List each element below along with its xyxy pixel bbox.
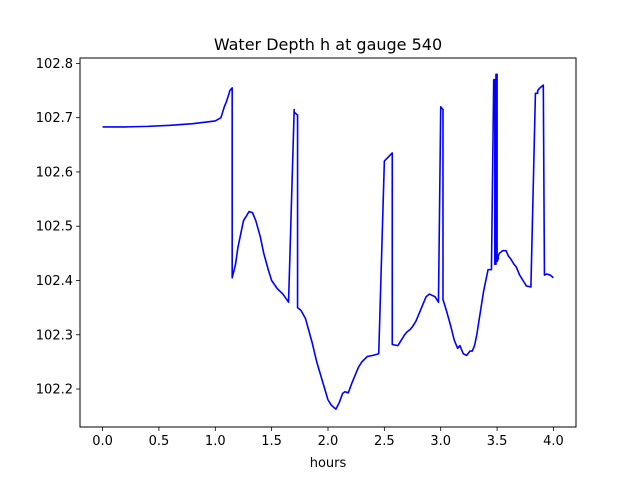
x-axis-label: hours (310, 456, 347, 471)
series-layer (102, 73, 554, 410)
x-tick-label: 2.5 (374, 434, 395, 449)
axes-frame (79, 57, 577, 428)
y-tick-label: 102.7 (36, 111, 73, 126)
x-tick-label: 2.0 (318, 434, 339, 449)
plot-area (79, 57, 577, 428)
y-tick-label: 102.4 (36, 274, 73, 289)
y-tick-label: 102.5 (36, 220, 73, 235)
chart-title: Water Depth h at gauge 540 (214, 35, 442, 54)
x-tick-label: 0.0 (92, 434, 113, 449)
x-tick-label: 1.5 (261, 434, 282, 449)
y-tick-label: 102.8 (36, 57, 73, 72)
y-tick-label: 102.3 (36, 328, 73, 343)
x-tick-label: 1.0 (205, 434, 226, 449)
x-tick-label: 0.5 (149, 434, 170, 449)
x-axis: 0.0 0.5 1.0 1.5 2.0 2.5 3.0 3.5 4.0 (92, 427, 564, 449)
series-line (102, 73, 554, 410)
y-tick-label: 102.2 (36, 383, 73, 398)
x-tick-label: 3.5 (487, 434, 508, 449)
x-tick-label: 3.0 (430, 434, 451, 449)
x-tick-label: 4.0 (543, 434, 564, 449)
y-tick-label: 102.6 (36, 165, 73, 180)
y-axis: 102.2 102.3 102.4 102.5 102.6 102.7 102.8 (36, 57, 80, 398)
